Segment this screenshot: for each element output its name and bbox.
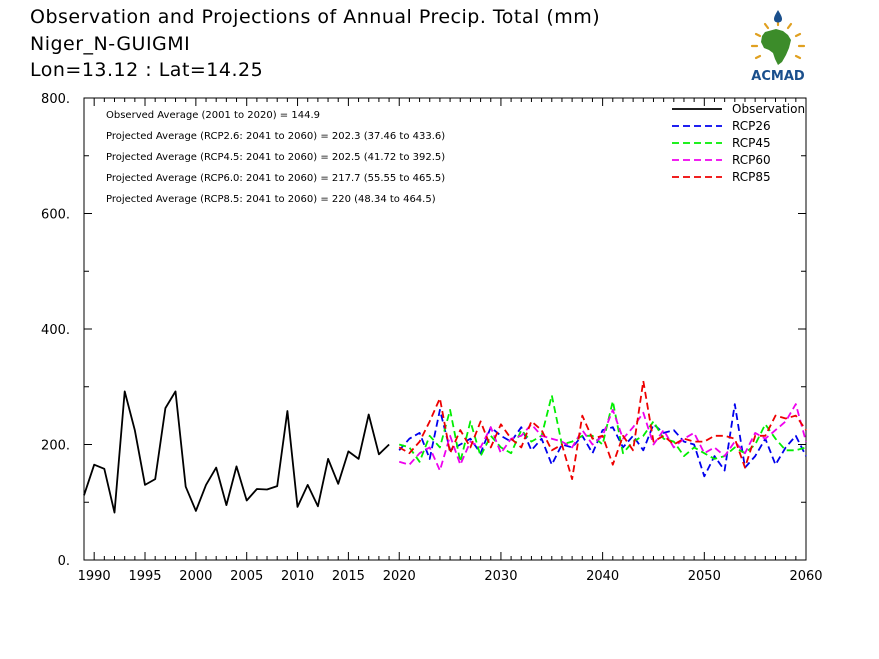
x-tick-label: 2015 <box>332 569 365 584</box>
series-line-rcp45 <box>398 394 807 463</box>
x-tick-label: 2020 <box>383 569 416 584</box>
series-line-rcp85 <box>398 380 807 481</box>
legend-label: RCP26 <box>732 119 771 133</box>
coordinates-label: Lon=13.12 : Lat=14.25 <box>30 59 264 81</box>
plot-frame <box>83 97 807 561</box>
stats-annotation: Projected Average (RCP2.6: 2041 to 2060)… <box>106 131 445 142</box>
legend-label: Observation <box>732 102 805 116</box>
x-tick-label: 2030 <box>484 569 517 584</box>
x-tick-label: 2005 <box>230 569 263 584</box>
legend-label: RCP85 <box>732 170 771 184</box>
x-tick-label: 2000 <box>179 569 212 584</box>
y-tick-label: 600. <box>41 208 70 223</box>
stats-annotation: Observed Average (2001 to 2020) = 144.9 <box>106 110 320 121</box>
x-tick-label: 1990 <box>78 569 111 584</box>
y-tick-label: 200. <box>41 439 70 454</box>
x-tick-label: 2060 <box>789 569 822 584</box>
stats-annotation: Projected Average (RCP4.5: 2041 to 2060)… <box>106 152 445 163</box>
station-name: Niger_N-GUIGMI <box>30 33 191 55</box>
series-line-observation <box>83 390 390 514</box>
legend-label: RCP60 <box>732 153 771 167</box>
y-tick-label: 800. <box>41 92 70 107</box>
x-tick-label: 2050 <box>688 569 721 584</box>
x-tick-label: 1995 <box>128 569 161 584</box>
chart-title: Observation and Projections of Annual Pr… <box>30 6 601 28</box>
stats-annotation: Projected Average (RCP6.0: 2041 to 2060)… <box>106 173 445 184</box>
logo-water-drop-icon <box>774 10 782 23</box>
logo-africa-icon <box>761 29 791 65</box>
legend: Observation RCP26 RCP45 RCP60 RCP85 <box>672 102 805 184</box>
series-line-rcp60 <box>398 403 807 472</box>
stats-annotation: Projected Average (RCP8.5: 2041 to 2060)… <box>106 194 436 205</box>
plot-border <box>83 97 807 561</box>
series-layer <box>83 380 807 514</box>
acmad-logo: ACMAD <box>750 10 806 84</box>
y-tick-label: 400. <box>41 323 70 338</box>
y-tick-label: 0. <box>58 554 70 569</box>
x-tick-label: 2010 <box>281 569 314 584</box>
logo-text: ACMAD <box>751 69 805 84</box>
annotations: Observed Average (2001 to 2020) = 144.9 P… <box>106 110 445 205</box>
x-tick-label: 2040 <box>586 569 619 584</box>
legend-label: RCP45 <box>732 136 771 150</box>
axes: 1990 1995 2000 2005 2010 2015 2020 2030 2040 2050… <box>41 92 823 584</box>
